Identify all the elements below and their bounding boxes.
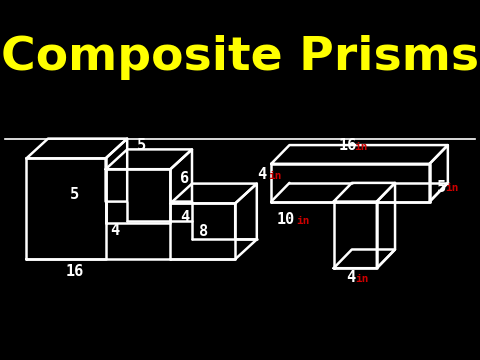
Text: in: in [445,183,458,193]
Text: 4: 4 [110,223,120,238]
Text: 8: 8 [199,224,209,239]
Text: 5: 5 [70,187,79,202]
Text: Composite Prisms: Composite Prisms [1,35,479,80]
Text: in: in [355,274,369,284]
Text: in: in [354,142,368,152]
Text: 16: 16 [65,264,84,279]
Text: 16: 16 [338,138,357,153]
Text: 10: 10 [277,212,295,227]
Text: 6: 6 [180,171,189,186]
Text: in: in [297,216,310,226]
Text: 4: 4 [347,270,356,285]
Text: 4: 4 [257,167,266,182]
Text: 5: 5 [137,138,146,153]
Text: in: in [268,171,281,181]
Text: 4: 4 [180,210,189,225]
Text: 5: 5 [437,180,446,195]
